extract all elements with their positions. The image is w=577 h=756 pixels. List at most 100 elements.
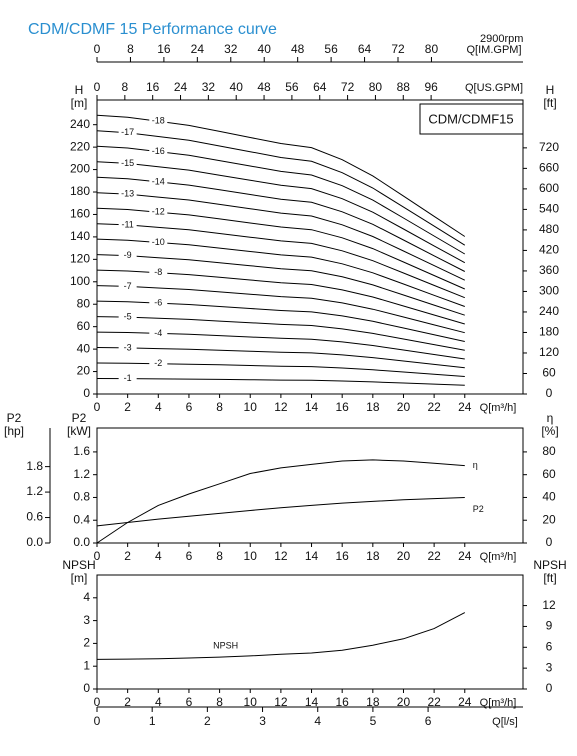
y-tick-label: 0.4	[73, 512, 90, 526]
series-label-bg	[118, 158, 137, 169]
y3-tick-label: 1.2	[26, 484, 43, 498]
x-tick-label: 12	[274, 549, 288, 563]
top-tick-label: 48	[291, 42, 305, 56]
x-tick-label: 12	[274, 695, 288, 709]
series-label-bg	[149, 146, 168, 157]
y2-tick-label: 420	[539, 243, 559, 257]
y2-axis-label: [ft]	[543, 571, 556, 585]
y2-tick-label: 120	[539, 345, 559, 359]
y2-tick-label: 720	[539, 140, 559, 154]
bottom-tick-label: 0	[94, 714, 101, 728]
y2-tick-label: 540	[539, 202, 559, 216]
series-line	[96, 316, 465, 351]
x-tick-label: 6	[186, 549, 193, 563]
top-tick-label: 80	[369, 80, 383, 94]
series-label: -17	[121, 127, 134, 137]
bottom-axis-label: Q[l/s]	[492, 716, 518, 728]
x-axis-label: Q[m³/h]	[480, 402, 517, 414]
x-tick-label: 10	[244, 695, 258, 709]
y-tick-label: 160	[70, 207, 90, 221]
speed-label: 2900rpm	[480, 33, 523, 45]
y3-axis-label: P2	[7, 411, 22, 425]
series-label-bg	[149, 176, 168, 187]
series-label: -13	[121, 189, 134, 199]
top-tick-label: 16	[146, 80, 160, 94]
y-tick-label: 60	[77, 319, 91, 333]
series-label: -15	[121, 158, 134, 168]
y2-tick-label: 20	[542, 512, 556, 526]
y-axis-label: H	[75, 83, 84, 97]
y-tick-label: 100	[70, 274, 90, 288]
top-tick-label: 24	[174, 80, 188, 94]
x-tick-label: 6	[186, 695, 193, 709]
top-tick-label: 0	[94, 42, 101, 56]
series-label-bg	[149, 116, 168, 127]
y2-axis-label: η	[547, 411, 554, 425]
series-label-bg	[149, 207, 168, 218]
y2-axis-label: H	[546, 83, 555, 97]
y-axis-label: [m]	[71, 96, 88, 110]
top-tick-label: 64	[313, 80, 327, 94]
y2-tick-label: 600	[539, 181, 559, 195]
series-label-bg	[118, 342, 137, 353]
x-tick-label: 10	[244, 549, 258, 563]
x-tick-label: 20	[397, 695, 411, 709]
top-tick-label: 8	[121, 80, 128, 94]
y3-tick-label: 0.0	[26, 535, 43, 549]
x-tick-label: 4	[155, 400, 162, 414]
series-label: NPSH	[213, 640, 238, 650]
x-tick-label: 16	[336, 549, 350, 563]
x-tick-label: 24	[458, 549, 472, 563]
y-axis-label: [kW]	[67, 424, 91, 438]
series-label: -16	[152, 146, 165, 156]
series-label: -2	[154, 358, 162, 368]
y2-tick-label: 80	[542, 444, 556, 458]
top-tick-label: 48	[257, 80, 271, 94]
plot-frame	[96, 427, 524, 544]
series-label-bg	[149, 237, 168, 248]
y-tick-label: 40	[77, 341, 91, 355]
y-tick-label: 4	[83, 590, 90, 604]
x-tick-label: 24	[458, 400, 472, 414]
top-tick-label: 56	[285, 80, 299, 94]
y-tick-label: 0	[83, 386, 90, 400]
y2-tick-label: 12	[542, 598, 556, 612]
y-tick-label: 1.2	[73, 467, 90, 481]
x-tick-label: 14	[305, 695, 319, 709]
x-tick-label: 18	[366, 695, 380, 709]
x-tick-label: 8	[216, 695, 223, 709]
series-line	[96, 459, 465, 544]
series-label: -4	[154, 328, 162, 338]
series-label: -18	[152, 116, 165, 126]
y2-tick-label: 0	[546, 681, 553, 695]
series-line	[96, 378, 465, 386]
x-tick-label: 0	[94, 695, 101, 709]
y-tick-label: 120	[70, 252, 90, 266]
y2-tick-label: 3	[546, 660, 553, 674]
series-label-bg	[149, 328, 168, 339]
series-line	[96, 192, 466, 281]
y2-axis-label: [ft]	[543, 96, 556, 110]
top-tick-label: 80	[425, 42, 439, 56]
series-label: -12	[152, 207, 165, 217]
x-tick-label: 4	[155, 549, 162, 563]
series-label-bg	[118, 373, 137, 384]
x-tick-label: 20	[397, 549, 411, 563]
top-tick-label: 40	[258, 42, 272, 56]
bottom-tick-label: 3	[259, 714, 266, 728]
series-label-bg	[118, 250, 137, 261]
series-line	[96, 497, 465, 527]
top-axis-label: Q[IM.GPM]	[467, 44, 522, 56]
y2-tick-label: 660	[539, 161, 559, 175]
series-label: -6	[154, 297, 162, 307]
y-tick-label: 240	[70, 117, 90, 131]
y-tick-label: 200	[70, 162, 90, 176]
series-label-bg	[118, 189, 137, 200]
y2-tick-label: 40	[542, 490, 556, 504]
x-tick-label: 22	[427, 549, 441, 563]
y-axis-label: P2	[72, 411, 87, 425]
y3-tick-label: 1.8	[26, 459, 43, 473]
plot-frame	[96, 99, 524, 395]
y2-tick-label: 60	[542, 366, 556, 380]
